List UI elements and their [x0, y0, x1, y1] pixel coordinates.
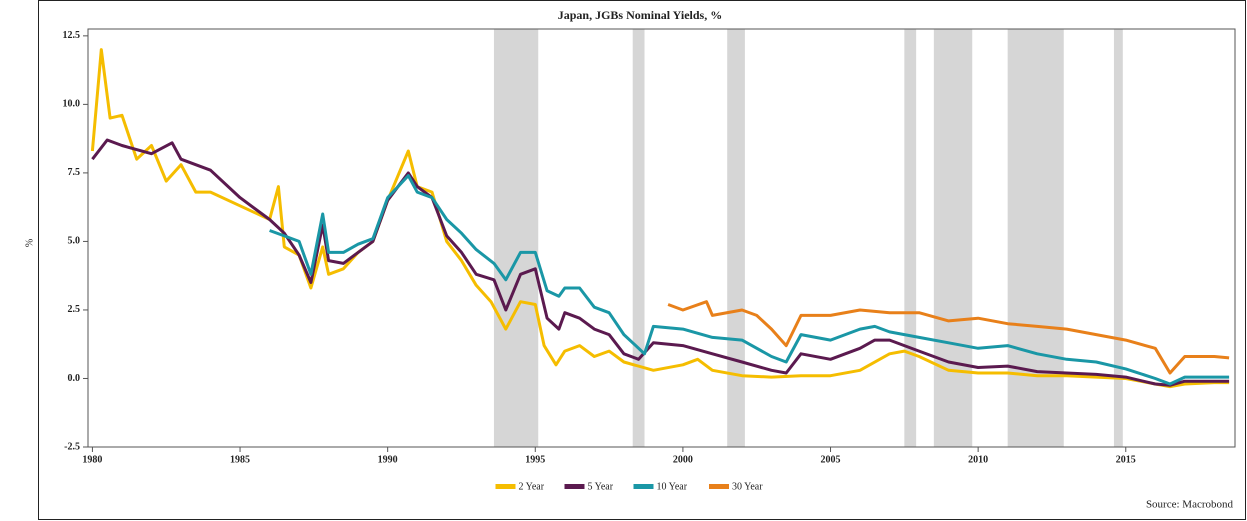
shaded-period: [493, 29, 539, 447]
legend-swatch: [633, 484, 654, 489]
legend-label: 10 Year: [657, 481, 688, 492]
legend: 2 Year 5 Year 10 Year 30 Year: [495, 481, 763, 492]
x-tick-label: 1990: [378, 454, 398, 465]
x-tick-label: 1985: [230, 454, 250, 465]
y-tick-label: 5.0: [68, 236, 81, 247]
y-tick-label: 10.0: [63, 99, 81, 110]
series-line: [91, 138, 1230, 387]
shaded-period: [727, 29, 745, 447]
y-tick-label: 2.5: [68, 304, 81, 315]
y-tick-label: 12.5: [63, 30, 81, 41]
plot-frame: [87, 28, 1236, 448]
y-tick-label: -2.5: [64, 441, 80, 452]
legend-swatch: [709, 484, 729, 489]
shaded-period: [1007, 29, 1064, 447]
legend-swatch: [564, 484, 585, 489]
legend-swatch: [495, 484, 516, 489]
chart-frame: [38, 0, 1246, 520]
series-line: [667, 300, 1230, 375]
shaded-period: [933, 29, 973, 447]
shaded-period: [904, 29, 917, 447]
legend-label: 5 Year: [588, 481, 614, 492]
shaded-period: [1113, 29, 1123, 447]
source: Source: Macrobond: [1146, 499, 1234, 511]
y-axis-label: %: [24, 239, 35, 247]
x-tick-label: 1995: [525, 454, 545, 465]
chart-title: Japan, JGBs Nominal Yields, %: [558, 8, 722, 22]
series-line: [269, 174, 1230, 386]
x-tick-label: 2000: [673, 454, 693, 465]
x-tick-label: 2005: [821, 454, 841, 465]
y-tick-label: 7.5: [68, 167, 81, 178]
x-tick-label: 2015: [1116, 454, 1136, 465]
x-tick-label: 2010: [968, 454, 988, 465]
x-tick-label: 1980: [82, 454, 102, 465]
legend-label: 2 Year: [519, 481, 545, 492]
legend-label: 30 Year: [732, 481, 763, 492]
series-line: [90, 48, 1230, 389]
shaded-period: [632, 29, 645, 447]
y-tick-label: 0.0: [68, 373, 81, 384]
